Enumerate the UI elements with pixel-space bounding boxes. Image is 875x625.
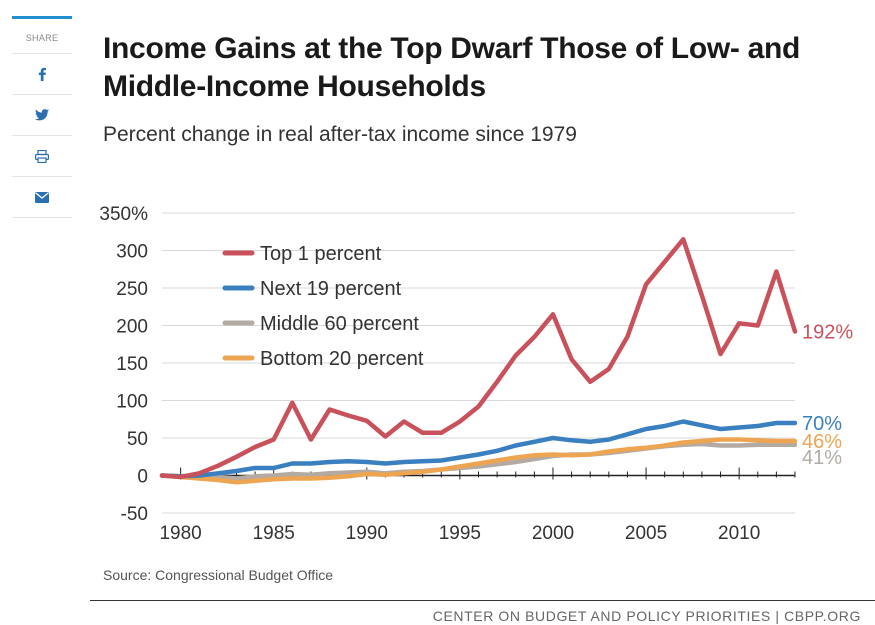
share-accent-bar [12, 16, 72, 19]
share-button-list [12, 53, 72, 218]
facebook-share-button[interactable] [12, 53, 72, 95]
y-tick-label: 150 [116, 354, 148, 375]
legend-label: Middle 60 percent [260, 313, 419, 335]
y-tick-label: 300 [116, 242, 148, 263]
y-tick-label: -50 [121, 504, 148, 525]
share-label: SHARE [25, 33, 59, 43]
source-note: Source: Congressional Budget Office [103, 567, 334, 583]
end-value-label: 192% [802, 322, 853, 344]
series-line-next-19-percent [159, 419, 798, 479]
x-tick-label: 2000 [532, 523, 574, 544]
legend-label: Next 19 percent [260, 278, 402, 300]
y-tick-label: 100 [116, 392, 148, 413]
y-tick-label: 50 [127, 429, 148, 450]
chart-title: Income Gains at the Top Dwarf Those of L… [103, 32, 801, 103]
legend: Top 1 percent Next 19 percent Middle 60 pe… [222, 243, 424, 370]
share-rail: SHARE [12, 16, 72, 218]
footer-credit: CENTER ON BUDGET AND POLICY PRIORITIES |… [432, 608, 861, 624]
chart-subtitle: Percent change in real after-tax income … [103, 123, 577, 146]
series-line-top-1-percent [159, 237, 798, 480]
print-share-button[interactable] [12, 136, 72, 177]
email-icon [35, 191, 49, 203]
x-tick-label: 1990 [346, 523, 388, 544]
x-tick-label: 2005 [625, 523, 667, 544]
email-share-button[interactable] [12, 177, 72, 218]
y-tick-label: 250 [116, 279, 148, 300]
x-tick-label: 1985 [253, 523, 295, 544]
end-value-label: 41% [802, 447, 842, 469]
end-value-label: 46% [802, 431, 842, 453]
y-tick-label: 0 [137, 467, 148, 488]
twitter-icon [35, 109, 49, 121]
gridlines [162, 212, 795, 514]
footer-divider [90, 600, 875, 601]
series-line-middle-60-percent [159, 441, 798, 481]
legend-label: Bottom 20 percent [260, 348, 424, 370]
end-value-labels: 192% 70% 41%46% [802, 322, 853, 469]
y-axis-tick-labels: 350% 300 250 200 150 100 50 0 -50 [99, 204, 148, 525]
series-lines [159, 237, 798, 485]
twitter-share-button[interactable] [12, 95, 72, 136]
series-line-bottom-20-percent [159, 437, 798, 485]
x-tick-label: 1995 [439, 523, 481, 544]
y-tick-label: 200 [116, 317, 148, 338]
x-tick-label: 1980 [159, 523, 201, 544]
end-value-label: 70% [802, 413, 842, 435]
legend-label: Top 1 percent [260, 243, 382, 265]
print-icon [35, 149, 49, 163]
y-tick-label: 350% [99, 204, 148, 225]
x-axis-tick-labels: 1980 1985 1990 1995 2000 2005 2010 [159, 523, 760, 544]
x-tick-label: 2010 [718, 523, 760, 544]
facebook-icon [38, 67, 46, 81]
